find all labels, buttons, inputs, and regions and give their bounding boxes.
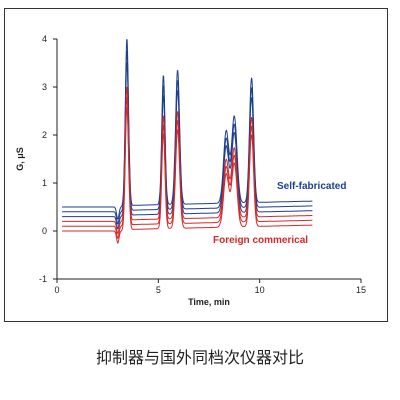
x-tick-label: 15 <box>356 285 366 295</box>
y-tick-label: -1 <box>39 274 47 284</box>
x-tick-label: 0 <box>54 285 59 295</box>
y-axis-label: G, μS <box>15 147 25 171</box>
x-tick-label: 5 <box>156 285 161 295</box>
chart-frame: 0 5 10 15 -1 0 1 2 3 4 Time, min G, μS Self-fabri… <box>4 8 388 322</box>
x-axis-label: Time, min <box>188 297 230 307</box>
axes <box>56 39 361 280</box>
ticks: 0 5 10 15 -1 0 1 2 3 4 <box>39 34 366 295</box>
y-tick-label: 2 <box>42 130 47 140</box>
series-line-1-2 <box>62 107 313 244</box>
legend-self-fabricated: Self-fabricated <box>277 181 346 192</box>
series-lines <box>62 39 313 244</box>
figure-caption: 抑制器与国外同档次仪器对比 <box>95 348 304 367</box>
series-line-1-1 <box>62 96 313 240</box>
series-line-0-0 <box>62 39 313 220</box>
y-tick-label: 3 <box>42 82 47 92</box>
y-tick-label: 1 <box>42 178 47 188</box>
y-tick-label: 4 <box>42 34 47 44</box>
y-tick-label: 0 <box>42 226 47 236</box>
legend-foreign-commerical: Foreign commerical <box>213 235 308 246</box>
series-line-1-0 <box>62 86 313 235</box>
series-line-0-1 <box>62 50 313 225</box>
x-tick-label: 10 <box>255 285 265 295</box>
series-line-0-2 <box>62 62 313 230</box>
chromatogram-chart: 0 5 10 15 -1 0 1 2 3 4 Time, min G, μS Self-fabri… <box>15 34 366 307</box>
